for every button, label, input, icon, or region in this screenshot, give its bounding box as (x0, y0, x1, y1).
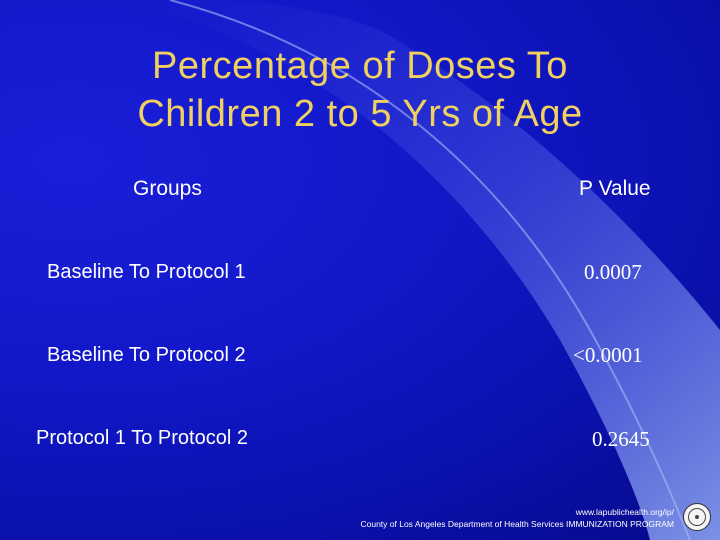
header-groups: Groups (133, 177, 202, 200)
row-2-p-value: <0.0001 (573, 343, 643, 367)
seal-ring (688, 508, 706, 526)
footer: www.lapublichealth.org/ip/ County of Los… (360, 506, 674, 530)
title-line-2: Children 2 to 5 Yrs of Age (137, 93, 583, 135)
header-p-value: P Value (579, 177, 651, 200)
title-line-1: Percentage of Doses To (152, 45, 568, 87)
seal-center (695, 515, 699, 519)
row-1-group: Baseline To Protocol 1 (47, 261, 246, 283)
row-3-group: Protocol 1 To Protocol 2 (36, 427, 248, 449)
row-2-group: Baseline To Protocol 2 (47, 344, 246, 366)
footer-department: County of Los Angeles Department of Heal… (360, 519, 674, 529)
row-1-p-value: 0.0007 (584, 260, 642, 284)
footer-url[interactable]: www.lapublichealth.org/ip/ (575, 507, 674, 517)
county-seal-icon (683, 503, 711, 531)
slide-title: Percentage of Doses To Children 2 to 5 Y… (60, 42, 660, 138)
row-3-p-value: 0.2645 (592, 427, 650, 451)
